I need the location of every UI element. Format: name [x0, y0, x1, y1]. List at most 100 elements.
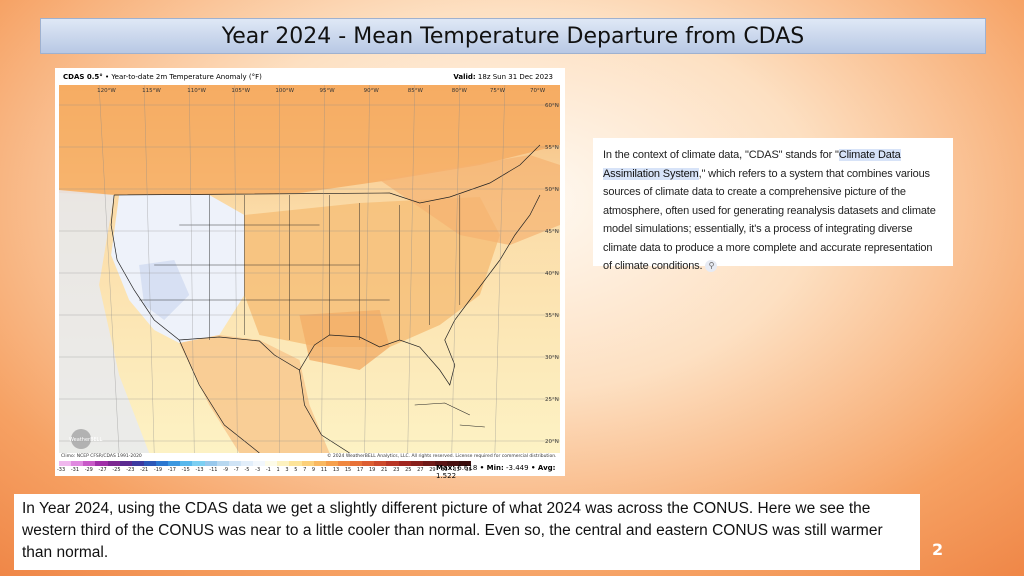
colorbar-tick: -11 [209, 467, 218, 473]
colorbar-swatch [410, 461, 423, 466]
colorbar-tick: 13 [332, 467, 340, 473]
climo-note: Climo: NCEP CFSR/CDAS 1991-2020 [61, 454, 142, 459]
copyright-note: © 2024 WeatherBELL Analytics, LLC. All r… [327, 454, 557, 459]
central-east-warm-anomaly [244, 197, 500, 347]
political-borders [110, 144, 541, 453]
colorbar-swatch [95, 461, 108, 466]
colorbar-swatch [289, 461, 302, 466]
colorbar-tick: -15 [181, 467, 190, 473]
colorbar-swatch [265, 461, 278, 466]
map-canvas: 120°W 115°W 110°W 105°W 100°W 95°W 90°W … [59, 85, 560, 453]
lon-label: 120°W [97, 88, 116, 94]
lon-label: 95°W [320, 88, 336, 94]
avg-label: • Avg: [528, 464, 556, 472]
colorbar-swatch [337, 461, 350, 466]
colorbar-swatch [107, 461, 120, 466]
colorbar-tick: 31 [441, 467, 448, 473]
colorbar-swatch [313, 461, 326, 466]
lat-label: 40°N [545, 271, 559, 277]
colorbar-tick: 35 [465, 467, 472, 473]
colorbar-tick: 5 [294, 467, 298, 473]
weatherbell-logo: WeatherBELL [69, 429, 102, 449]
colorbar-tick: 7 [303, 467, 307, 473]
definition-text-after: ," which refers to a system that combine… [603, 167, 936, 273]
lon-label: 75°W [490, 88, 506, 94]
colorbar-swatch [350, 461, 363, 466]
california-cool-anomaly [139, 260, 190, 320]
colorbar-swatch [59, 461, 72, 466]
lon-label: 105°W [231, 88, 250, 94]
map-header: CDAS 0.5° • Year-to-date 2m Temperature … [61, 72, 559, 84]
lon-label: 100°W [275, 88, 294, 94]
colorbar-tick: 21 [381, 467, 388, 473]
colorbar-tick: -31 [70, 467, 80, 473]
gulf-coast-warm-anomaly [299, 310, 390, 370]
colorbar-swatch [398, 461, 411, 466]
northeast-warm-anomaly [379, 155, 560, 245]
lon-label: 90°W [364, 88, 380, 94]
logo-text: WeatherBELL [69, 437, 102, 443]
colorbar-tick: 11 [320, 467, 328, 473]
colorbar-swatch [204, 461, 217, 466]
colorbar-swatch [240, 461, 253, 466]
map-valid-label: Valid: [453, 73, 476, 81]
colorbar-swatch [277, 461, 290, 466]
colorbar-tick: 1 [276, 467, 280, 473]
colorbar-swatch [156, 461, 169, 466]
colorbar-swatch [119, 461, 132, 466]
colorbar-tick: -3 [255, 467, 261, 473]
colorbar-tick: -33 [57, 467, 66, 473]
colorbar-tick: 27 [417, 467, 424, 473]
map-model-label: CDAS 0.5° [63, 73, 103, 81]
slide-title: Year 2024 - Mean Temperature Departure f… [40, 18, 986, 54]
colorbar-swatch [216, 461, 229, 466]
map-axis-labels: 120°W 115°W 110°W 105°W 100°W 95°W 90°W … [97, 88, 559, 445]
colorbar-tick: -13 [195, 467, 204, 473]
state-borders [139, 195, 461, 340]
lat-label: 35°N [545, 313, 559, 319]
link-icon[interactable]: ⚲ [705, 260, 718, 273]
colorbar-swatch [386, 461, 399, 466]
mexico-outline [178, 339, 350, 453]
colorbar-tick: 9 [311, 467, 316, 473]
colorbar-tick: 17 [356, 467, 364, 473]
colorbar-tick: -19 [153, 467, 163, 473]
caribbean-islands [414, 402, 485, 428]
mexico-warm-anomaly [179, 335, 330, 453]
colorbar-swatch [71, 461, 84, 466]
lat-label: 50°N [545, 187, 559, 193]
colorbar-tick: 33 [453, 467, 460, 473]
colorbar-swatch [362, 461, 375, 466]
map-subtitle: • Year-to-date 2m Temperature Anomaly (°… [102, 73, 262, 81]
lat-label: 60°N [545, 103, 559, 109]
colorbar-swatch [434, 461, 447, 466]
color-legend-ticks: -33 -31 -29 -27 -25 -23 -21 -19 -17 -15 -13 -11 -9 -7… [57, 467, 472, 475]
colorbar-tick: -17 [167, 467, 176, 473]
lon-label: 115°W [142, 88, 161, 94]
colorbar-swatch [83, 461, 96, 466]
lon-label: 70°W [530, 88, 546, 94]
colorbar-swatch [447, 461, 460, 466]
colorbar-tick: -25 [112, 467, 121, 473]
colorbar-swatch [192, 461, 205, 466]
max-value: 6.618 [455, 464, 478, 472]
colorbar-swatch [168, 461, 181, 466]
min-value: -3.449 [503, 464, 529, 472]
colorbar-tick: 29 [429, 467, 436, 473]
avg-value: 1.522 [436, 472, 457, 480]
lon-label: 110°W [187, 88, 206, 94]
colorbar-tick: -23 [126, 467, 135, 473]
colorbar-tick: -7 [233, 467, 239, 473]
lat-label: 45°N [545, 229, 559, 235]
color-legend-bar [59, 461, 472, 466]
min-label: • Min: [477, 464, 504, 472]
lat-label: 30°N [545, 355, 559, 361]
map-svg: 120°W 115°W 110°W 105°W 100°W 95°W 90°W … [59, 85, 560, 453]
graticule [59, 85, 560, 453]
us-coastline [110, 194, 541, 386]
colorbar-swatch [459, 461, 472, 466]
colorbar-tick: -9 [223, 467, 229, 473]
colorbar-tick: 25 [405, 467, 412, 473]
definition-text-before: In the context of climate data, "CDAS" s… [603, 149, 839, 161]
lon-label: 85°W [408, 88, 424, 94]
